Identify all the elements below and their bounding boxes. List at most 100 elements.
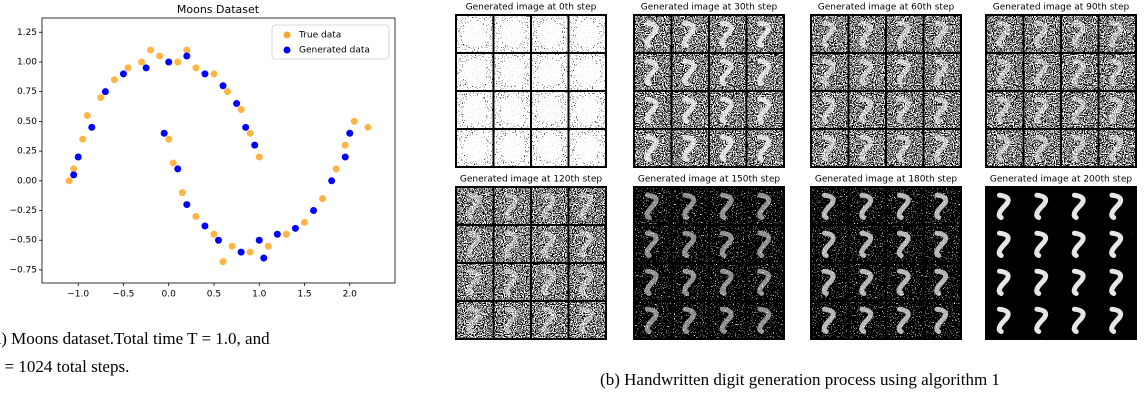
point [255, 153, 263, 161]
digit-stroke [1071, 306, 1086, 335]
point [83, 111, 91, 119]
panel-title: Generated image at 30th step [641, 3, 778, 13]
panel-title: Generated image at 0th step [466, 3, 597, 13]
image-panels: Generated image at 0th step Generated ima… [455, 3, 1137, 340]
digit-stroke [821, 230, 836, 259]
image-blob [500, 20, 524, 48]
digit-stroke [934, 58, 949, 87]
digit-stroke [821, 268, 836, 297]
point [169, 159, 177, 167]
digit-stroke [1071, 134, 1086, 163]
point [110, 76, 118, 84]
digit-stroke [996, 268, 1011, 297]
point [273, 230, 281, 238]
digit-stroke [821, 58, 836, 87]
caption-a-line-2: N = 1024 total steps. [0, 357, 129, 376]
digit-stroke [682, 230, 697, 259]
digit-stroke [996, 192, 1011, 221]
digit-stroke [504, 268, 519, 297]
digit-stroke [504, 230, 519, 259]
digit-stroke [1034, 306, 1049, 335]
point [219, 82, 227, 90]
digit-stroke [1071, 20, 1086, 49]
digit-stroke [644, 134, 659, 163]
legend-frame [271, 24, 390, 60]
point [310, 207, 318, 215]
digit-stroke [757, 268, 772, 297]
chart-title: Moons Dataset [177, 3, 260, 16]
digit-stroke [996, 134, 1011, 163]
digit-stroke [821, 20, 836, 49]
digit-stroke [682, 192, 697, 221]
digit-stroke [859, 20, 874, 49]
point [70, 171, 78, 179]
digit-stroke [644, 192, 659, 221]
panel-title: Generated image at 180th step [815, 175, 957, 185]
point [260, 254, 268, 262]
digit-stroke [934, 20, 949, 49]
caption-b: (b) Handwritten digit generation process… [600, 370, 1000, 389]
point [160, 129, 168, 137]
legend-label: Generated data [299, 46, 370, 56]
y-tick-label: −0.50 [9, 236, 37, 246]
point [65, 177, 73, 185]
digit-stroke [541, 268, 556, 297]
digit-stroke [466, 192, 481, 221]
digit-stroke [896, 96, 911, 125]
point [264, 242, 272, 250]
image-blob [463, 134, 487, 162]
point [237, 248, 245, 256]
digit-stroke [934, 268, 949, 297]
point [70, 165, 78, 173]
image-blob [500, 134, 524, 162]
digit-stroke [1109, 268, 1124, 297]
point [138, 58, 146, 66]
image-blob [575, 20, 599, 48]
point [88, 123, 96, 131]
panel-title: Generated image at 90th step [993, 3, 1130, 13]
legend-swatch [283, 46, 291, 54]
digit-stroke [719, 268, 734, 297]
image-blob [575, 58, 599, 86]
y-tick-label: 0.00 [17, 176, 37, 186]
digit-stroke [644, 20, 659, 49]
legend: True data Generated data [271, 24, 390, 60]
digit-stroke [1071, 268, 1086, 297]
digit-stroke [682, 20, 697, 49]
digit-stroke [579, 268, 594, 297]
point [201, 70, 209, 78]
image-blob [463, 20, 487, 48]
digit-stroke [579, 192, 594, 221]
digit-stroke [1071, 58, 1086, 87]
point [291, 224, 299, 232]
point [350, 117, 358, 125]
digit-stroke [1109, 96, 1124, 125]
panel-title: Generated image at 150th step [638, 175, 780, 185]
digit-stroke [504, 306, 519, 335]
digit-stroke [1109, 230, 1124, 259]
point [319, 195, 327, 203]
x-tick-label: 0.0 [162, 290, 177, 300]
x-tick-label: 1.0 [252, 290, 267, 300]
digit-stroke [757, 58, 772, 87]
image-blob [538, 96, 562, 124]
y-tick-label: 0.75 [17, 87, 37, 97]
point [183, 201, 191, 209]
digit-stroke [896, 192, 911, 221]
digit-stroke [1034, 96, 1049, 125]
point [251, 141, 259, 149]
point [192, 64, 200, 72]
digit-stroke [1109, 20, 1124, 49]
digit-stroke [934, 306, 949, 335]
digit-stroke [644, 96, 659, 125]
digit-stroke [644, 268, 659, 297]
digit-stroke [996, 306, 1011, 335]
digit-stroke [934, 230, 949, 259]
digit-stroke [757, 192, 772, 221]
point [210, 230, 218, 238]
point [183, 52, 191, 60]
digit-stroke [1034, 230, 1049, 259]
digit-stroke [859, 58, 874, 87]
digit-stroke [541, 230, 556, 259]
